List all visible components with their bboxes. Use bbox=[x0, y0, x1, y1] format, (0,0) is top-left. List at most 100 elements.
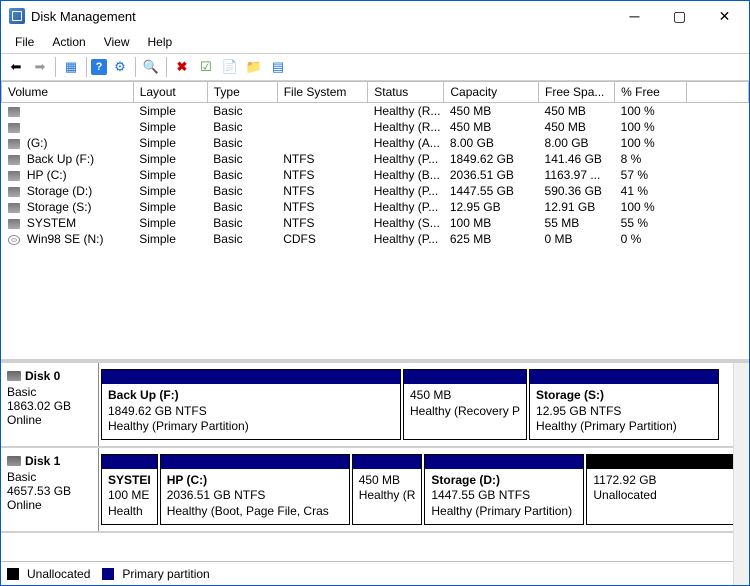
cell: 141.46 GB bbox=[539, 151, 615, 167]
drive-icon bbox=[8, 107, 20, 117]
cell: 55 % bbox=[615, 215, 687, 231]
partition-name: Storage (D:) bbox=[431, 473, 577, 489]
new-icon[interactable]: 📄 bbox=[219, 56, 241, 78]
table-row[interactable]: SYSTEMSimpleBasicNTFSHealthy (S...100 MB… bbox=[2, 215, 749, 231]
cell: 2036.51 GB bbox=[444, 167, 539, 183]
cell: 12.95 GB bbox=[444, 199, 539, 215]
cell: 100 % bbox=[615, 103, 687, 120]
back-button[interactable]: ⬅ bbox=[5, 56, 27, 78]
folder-icon[interactable]: 📁 bbox=[243, 56, 265, 78]
checklist-icon[interactable]: ☑ bbox=[195, 56, 217, 78]
partition-size: 2036.51 GB NTFS bbox=[167, 488, 343, 504]
partition[interactable]: Back Up (F:) 1849.62 GB NTFS Healthy (Pr… bbox=[101, 369, 401, 440]
partition[interactable]: 450 MB Healthy (Recovery P bbox=[403, 369, 527, 440]
col-fs[interactable]: File System bbox=[277, 82, 368, 103]
cell: Basic bbox=[207, 151, 277, 167]
cell bbox=[687, 119, 749, 135]
table-row[interactable]: HP (C:)SimpleBasicNTFSHealthy (B...2036.… bbox=[2, 167, 749, 183]
cell: 8 % bbox=[615, 151, 687, 167]
cell: Basic bbox=[207, 167, 277, 183]
menu-help[interactable]: Help bbox=[140, 33, 181, 51]
cell: Healthy (B... bbox=[368, 167, 444, 183]
partition[interactable]: 1172.92 GB Unallocated bbox=[586, 454, 734, 525]
partition[interactable]: HP (C:) 2036.51 GB NTFS Healthy (Boot, P… bbox=[160, 454, 350, 525]
volume-table: VolumeLayoutTypeFile SystemStatusCapacit… bbox=[1, 81, 749, 247]
cell: 1163.97 ... bbox=[539, 167, 615, 183]
disk-graphical-view: Disk 0 Basic 1863.02 GB Online Back Up (… bbox=[1, 363, 749, 585]
menu-file[interactable]: File bbox=[7, 33, 42, 51]
panel-icon[interactable]: ▦ bbox=[60, 56, 82, 78]
delete-icon[interactable]: ✖ bbox=[171, 56, 193, 78]
col-layout[interactable]: Layout bbox=[133, 82, 207, 103]
partition-size: 1447.55 GB NTFS bbox=[431, 488, 577, 504]
partition-status: Unallocated bbox=[593, 488, 727, 504]
partition-status: Healthy (Primary Partition) bbox=[536, 419, 712, 435]
col-capacity[interactable]: Capacity bbox=[444, 82, 539, 103]
disk-kind: Basic bbox=[7, 470, 92, 484]
cell: 100 MB bbox=[444, 215, 539, 231]
settings-icon[interactable]: ⚙ bbox=[109, 56, 131, 78]
table-row[interactable]: SimpleBasicHealthy (R...450 MB450 MB100 … bbox=[2, 119, 749, 135]
scrollbar[interactable] bbox=[733, 363, 749, 585]
col-free[interactable]: Free Spa... bbox=[539, 82, 615, 103]
cell: Simple bbox=[133, 151, 207, 167]
partitions: Back Up (F:) 1849.62 GB NTFS Healthy (Pr… bbox=[99, 363, 749, 446]
table-row[interactable]: Back Up (F:)SimpleBasicNTFSHealthy (P...… bbox=[2, 151, 749, 167]
legend: Unallocated Primary partition bbox=[1, 561, 749, 585]
menu-view[interactable]: View bbox=[96, 33, 138, 51]
cell: Simple bbox=[133, 135, 207, 151]
cell: NTFS bbox=[277, 183, 368, 199]
cell: 100 % bbox=[615, 119, 687, 135]
partition-bar bbox=[530, 370, 718, 384]
title-bar: Disk Management ─ ▢ ✕ bbox=[1, 1, 749, 31]
menu-action[interactable]: Action bbox=[44, 33, 93, 51]
help-icon[interactable]: ? bbox=[91, 59, 107, 75]
cell bbox=[277, 103, 368, 120]
cell: 590.36 GB bbox=[539, 183, 615, 199]
table-row[interactable]: Storage (S:)SimpleBasicNTFSHealthy (P...… bbox=[2, 199, 749, 215]
table-row[interactable]: Win98 SE (N:)SimpleBasicCDFSHealthy (P..… bbox=[2, 231, 749, 247]
cell: Healthy (S... bbox=[368, 215, 444, 231]
partition-status: Healthy (Recovery P bbox=[410, 404, 520, 420]
table-header-row: VolumeLayoutTypeFile SystemStatusCapacit… bbox=[2, 82, 749, 103]
properties-icon[interactable]: ▤ bbox=[267, 56, 289, 78]
cell bbox=[687, 151, 749, 167]
cell: Healthy (A... bbox=[368, 135, 444, 151]
col-status[interactable]: Status bbox=[368, 82, 444, 103]
cell: Basic bbox=[207, 183, 277, 199]
col-pctfree[interactable]: % Free bbox=[615, 82, 687, 103]
cell: Back Up (F:) bbox=[2, 151, 134, 167]
col-tail[interactable] bbox=[687, 82, 749, 103]
col-volume[interactable]: Volume bbox=[2, 82, 134, 103]
col-type[interactable]: Type bbox=[207, 82, 277, 103]
partition-bar bbox=[404, 370, 526, 384]
minimize-button[interactable]: ─ bbox=[612, 2, 657, 30]
cell: Simple bbox=[133, 231, 207, 247]
cell: 12.91 GB bbox=[539, 199, 615, 215]
cell: (G:) bbox=[2, 135, 134, 151]
maximize-button[interactable]: ▢ bbox=[657, 2, 702, 30]
table-row[interactable]: (G:)SimpleBasicHealthy (A...8.00 GB8.00 … bbox=[2, 135, 749, 151]
partition[interactable]: Storage (S:) 12.95 GB NTFS Healthy (Prim… bbox=[529, 369, 719, 440]
partition[interactable]: SYSTEI 100 ME Health bbox=[101, 454, 158, 525]
forward-button[interactable]: ➡ bbox=[29, 56, 51, 78]
cell: NTFS bbox=[277, 167, 368, 183]
cell: 625 MB bbox=[444, 231, 539, 247]
drive-icon bbox=[8, 219, 20, 229]
partition-name: SYSTEI bbox=[108, 473, 151, 489]
partition[interactable]: 450 MB Healthy (R bbox=[352, 454, 423, 525]
table-row[interactable]: Storage (D:)SimpleBasicNTFSHealthy (P...… bbox=[2, 183, 749, 199]
partition[interactable]: Storage (D:) 1447.55 GB NTFS Healthy (Pr… bbox=[424, 454, 584, 525]
search-icon[interactable]: 🔍 bbox=[140, 56, 162, 78]
drive-icon bbox=[8, 203, 20, 213]
partition-status: Healthy (Primary Partition) bbox=[108, 419, 394, 435]
partition-size: 450 MB bbox=[359, 473, 416, 489]
cell bbox=[277, 135, 368, 151]
cell: SYSTEM bbox=[2, 215, 134, 231]
cell bbox=[687, 103, 749, 120]
close-button[interactable]: ✕ bbox=[702, 2, 747, 30]
cell: Basic bbox=[207, 103, 277, 120]
cell bbox=[277, 119, 368, 135]
cell: 450 MB bbox=[444, 119, 539, 135]
table-row[interactable]: SimpleBasicHealthy (R...450 MB450 MB100 … bbox=[2, 103, 749, 120]
